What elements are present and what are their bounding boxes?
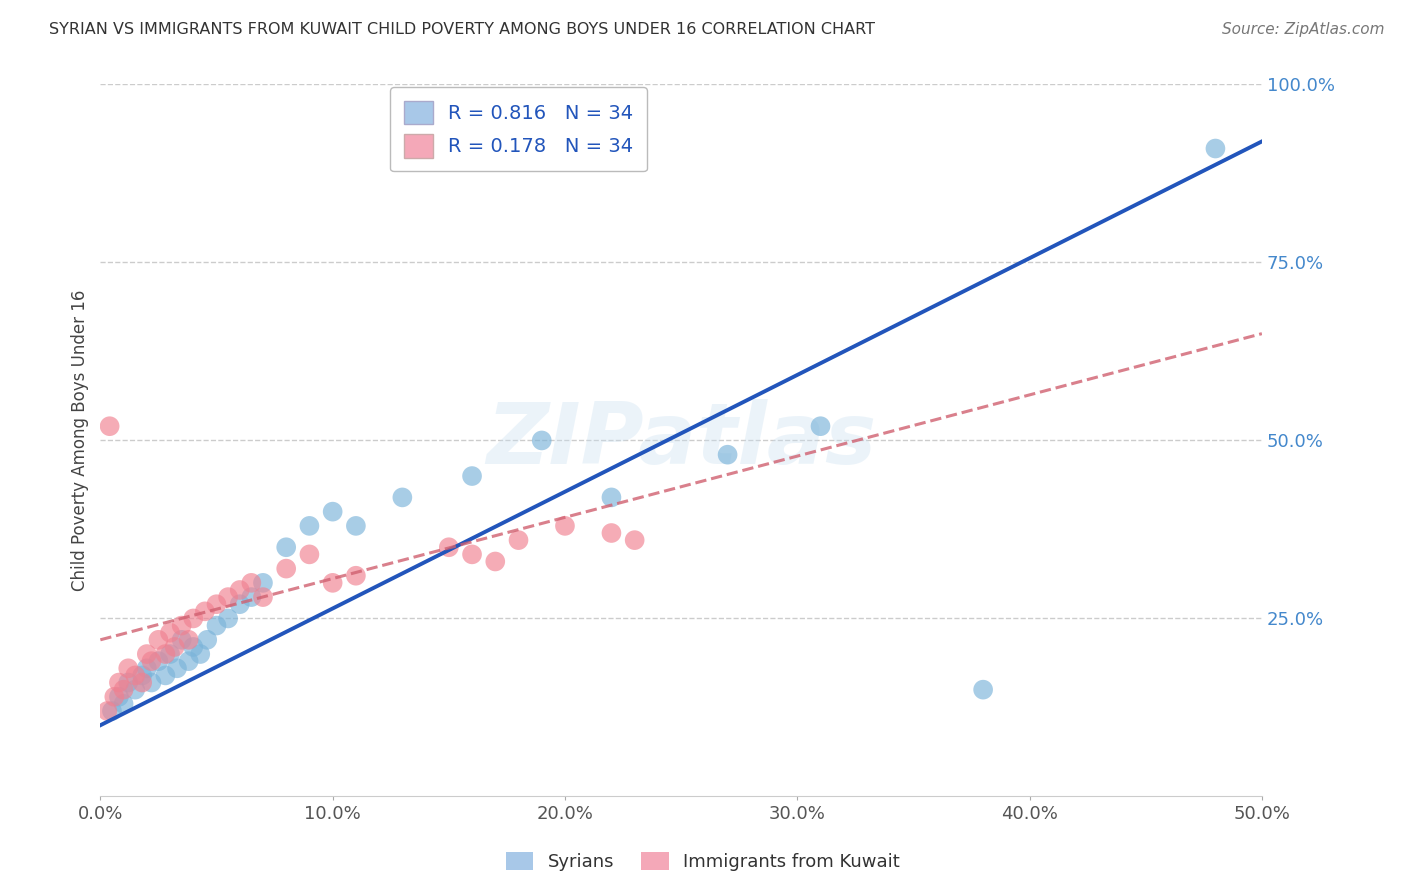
Point — [554, 519, 576, 533]
Point — [96, 704, 118, 718]
Point — [117, 675, 139, 690]
Point — [205, 618, 228, 632]
Point — [508, 533, 530, 548]
Point — [437, 541, 460, 555]
Point — [177, 632, 200, 647]
Point — [155, 647, 177, 661]
Point — [195, 632, 218, 647]
Point — [108, 675, 131, 690]
Point — [461, 469, 484, 483]
Point — [217, 590, 239, 604]
Point — [155, 668, 177, 682]
Point — [135, 661, 157, 675]
Text: SYRIAN VS IMMIGRANTS FROM KUWAIT CHILD POVERTY AMONG BOYS UNDER 16 CORRELATION C: SYRIAN VS IMMIGRANTS FROM KUWAIT CHILD P… — [49, 22, 875, 37]
Legend: R = 0.816   N = 34, R = 0.178   N = 34: R = 0.816 N = 34, R = 0.178 N = 34 — [389, 87, 647, 171]
Point — [240, 590, 263, 604]
Point — [194, 604, 217, 618]
Point — [252, 590, 274, 604]
Point — [159, 625, 181, 640]
Point — [322, 575, 344, 590]
Point — [298, 519, 321, 533]
Point — [103, 690, 125, 704]
Point — [276, 561, 298, 575]
Point — [163, 640, 186, 654]
Point — [344, 568, 367, 582]
Point — [177, 654, 200, 668]
Point — [131, 675, 153, 690]
Point — [112, 697, 135, 711]
Point — [623, 533, 645, 548]
Point — [148, 632, 170, 647]
Point — [141, 654, 163, 668]
Point — [98, 419, 121, 434]
Point — [972, 682, 994, 697]
Point — [188, 647, 211, 661]
Point — [391, 491, 413, 505]
Point — [117, 661, 139, 675]
Point — [135, 647, 157, 661]
Text: ZIPatlas: ZIPatlas — [486, 399, 876, 482]
Point — [600, 491, 623, 505]
Point — [205, 597, 228, 611]
Point — [461, 547, 484, 561]
Point — [252, 575, 274, 590]
Point — [716, 448, 738, 462]
Point — [484, 554, 506, 568]
Legend: Syrians, Immigrants from Kuwait: Syrians, Immigrants from Kuwait — [499, 845, 907, 879]
Point — [229, 582, 252, 597]
Point — [217, 611, 239, 625]
Point — [101, 704, 124, 718]
Y-axis label: Child Poverty Among Boys Under 16: Child Poverty Among Boys Under 16 — [72, 290, 89, 591]
Point — [112, 682, 135, 697]
Point — [276, 541, 298, 555]
Point — [170, 632, 193, 647]
Point — [298, 547, 321, 561]
Point — [344, 519, 367, 533]
Point — [159, 647, 181, 661]
Point — [322, 505, 344, 519]
Point — [810, 419, 832, 434]
Point — [166, 661, 188, 675]
Point — [170, 618, 193, 632]
Point — [148, 654, 170, 668]
Point — [141, 675, 163, 690]
Point — [229, 597, 252, 611]
Point — [1204, 142, 1226, 156]
Point — [108, 690, 131, 704]
Point — [181, 640, 204, 654]
Point — [600, 526, 623, 541]
Point — [124, 682, 146, 697]
Point — [124, 668, 146, 682]
Point — [131, 668, 153, 682]
Point — [181, 611, 204, 625]
Point — [530, 434, 553, 448]
Text: Source: ZipAtlas.com: Source: ZipAtlas.com — [1222, 22, 1385, 37]
Point — [240, 575, 263, 590]
